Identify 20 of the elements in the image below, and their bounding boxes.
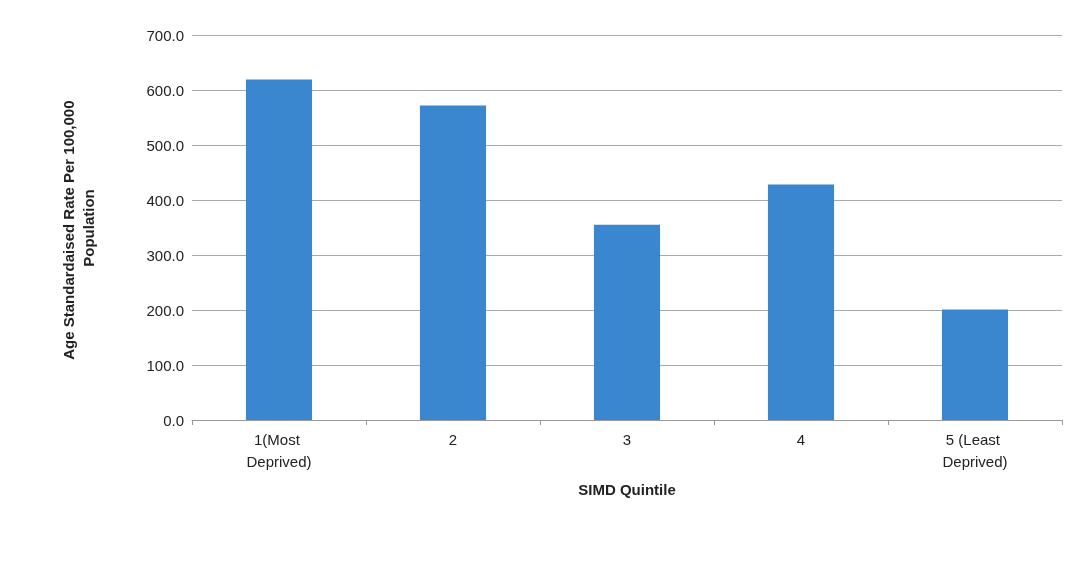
y-tick-label: 700.0 (146, 26, 184, 44)
bar (767, 184, 835, 420)
y-tick-label: 200.0 (146, 301, 184, 319)
bar (419, 105, 487, 420)
bar (941, 309, 1009, 420)
y-tick-label: 0.0 (163, 411, 184, 429)
y-tick-label: 100.0 (146, 356, 184, 374)
y-tick-label: 400.0 (146, 191, 184, 209)
x-axis-title: SIMD Quintile (578, 481, 676, 498)
x-tick-label: 5 (Least Deprived) (942, 430, 1008, 470)
y-tick-label: 300.0 (146, 246, 184, 264)
x-tick-label: 4 (796, 430, 806, 448)
bar (593, 224, 661, 420)
y-tick-label: 500.0 (146, 136, 184, 154)
x-tick-label: 2 (448, 430, 458, 448)
y-axis-title: Age Standardaised Rate Per 100,000 Population (59, 96, 97, 360)
bar (245, 79, 313, 420)
y-tick-label: 600.0 (146, 81, 184, 99)
x-tick-label: 1(Most Deprived) (246, 430, 312, 470)
x-tick-label: 3 (622, 430, 632, 448)
